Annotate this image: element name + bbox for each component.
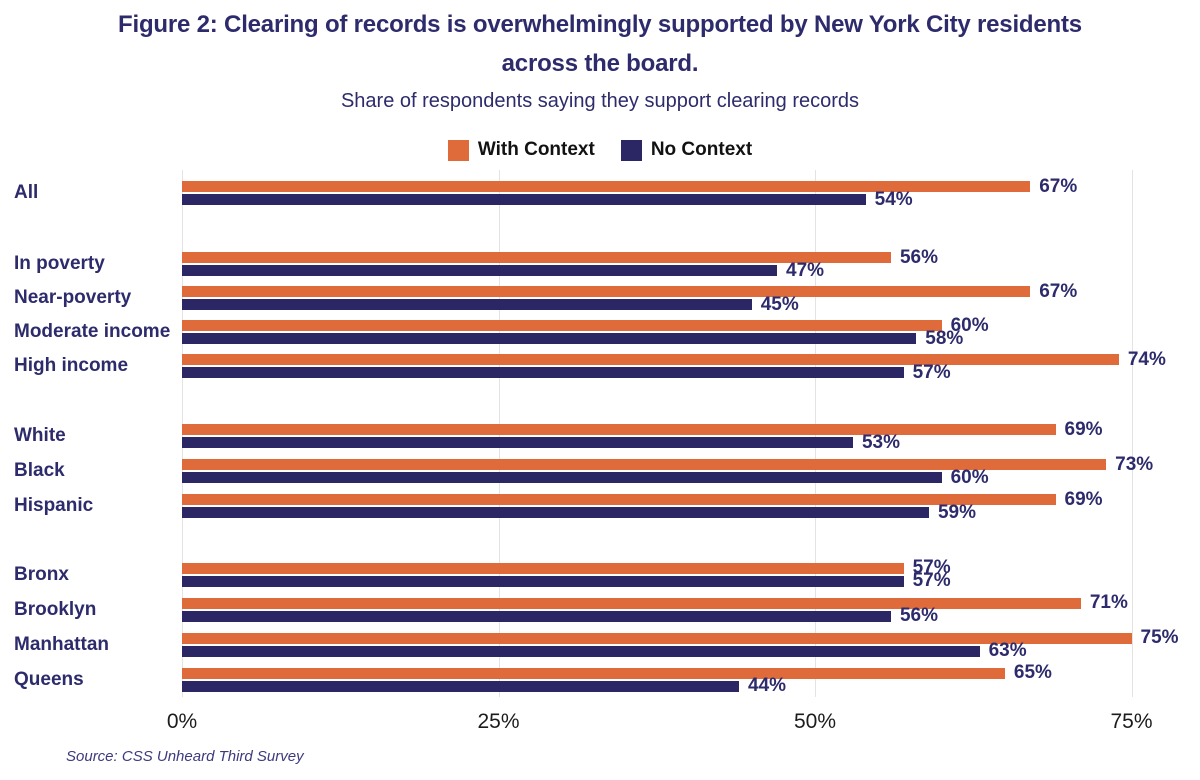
bar-no-context <box>182 437 853 448</box>
gridline <box>1131 170 1133 697</box>
value-label-no-context: 58% <box>925 327 964 349</box>
bar-no-context <box>182 680 740 692</box>
value-label-no-context: 63% <box>988 640 1027 661</box>
axis-tick-label: 50% <box>793 710 837 733</box>
chart-area: All 67% 54% In poverty 56% 47% Near-poverty 67%… <box>0 170 1200 697</box>
legend-item-no-context: No Context <box>620 139 753 161</box>
bar-no-context <box>182 299 752 310</box>
bar-with-context <box>182 252 891 263</box>
axis-tick-label: 25% <box>477 710 520 733</box>
legend-label-with-context: With Context <box>477 139 595 160</box>
value-label-no-context: 53% <box>861 431 900 453</box>
bar-no-context <box>182 265 778 276</box>
bar-with-context <box>182 320 942 331</box>
figure-title-line1: Figure 2: Clearing of records is overwhe… <box>118 11 1082 38</box>
legend-swatch-no-context-icon <box>620 139 642 161</box>
value-label-with-context: 71% <box>1089 592 1128 613</box>
category-label: Near-poverty <box>14 287 132 308</box>
category-label: Black <box>14 460 65 481</box>
bar-with-context <box>182 632 1132 644</box>
bar-with-context <box>182 354 1119 365</box>
value-label-no-context: 44% <box>748 675 787 696</box>
category-label: All <box>14 182 39 203</box>
value-label-with-context: 69% <box>1064 488 1103 510</box>
bar-with-context <box>182 562 904 574</box>
category-label: Moderate income <box>14 321 171 342</box>
value-label-with-context: 60% <box>950 314 989 336</box>
category-label: Bronx <box>14 563 69 585</box>
value-label-no-context: 59% <box>937 501 976 523</box>
category-label: Queens <box>14 668 84 690</box>
bar-no-context <box>182 575 904 587</box>
value-label-no-context: 56% <box>899 605 938 626</box>
figure-title-line2: across the board. <box>501 50 699 77</box>
category-label: Hispanic <box>14 495 94 516</box>
bar-with-context <box>182 181 1031 192</box>
bar-with-context <box>182 286 1031 297</box>
legend-swatch-with-context-icon <box>447 139 469 161</box>
category-label: Brooklyn <box>14 598 97 620</box>
value-label-with-context: 56% <box>899 246 938 268</box>
bar-no-context <box>182 472 942 483</box>
x-axis: 0% 25% 50% 75% <box>0 710 1200 738</box>
value-label-no-context: 57% <box>912 570 951 591</box>
category-label: High income <box>14 355 129 376</box>
bar-with-context <box>182 597 1081 609</box>
bar-with-context <box>182 459 1107 470</box>
value-label-no-context: 47% <box>786 259 825 281</box>
category-label: Manhattan <box>14 633 109 655</box>
bar-no-context <box>182 194 866 205</box>
bar-no-context <box>182 367 904 378</box>
legend-item-with-context: With Context <box>447 139 595 161</box>
value-label-with-context: 57% <box>912 557 951 578</box>
source-note: Source: CSS Unheard Third Survey <box>66 748 304 765</box>
axis-tick-label: 0% <box>166 710 198 733</box>
figure-title: Figure 2: Clearing of records is overwhe… <box>0 5 1200 83</box>
value-label-no-context: 60% <box>950 466 989 488</box>
value-label-with-context: 67% <box>1039 280 1078 302</box>
value-label-no-context: 57% <box>912 361 951 383</box>
value-label-with-context: 69% <box>1064 418 1103 440</box>
value-label-no-context: 45% <box>760 293 799 315</box>
bar-no-context <box>182 507 929 518</box>
value-label-with-context: 67% <box>1039 175 1078 197</box>
axis-tick-label: 75% <box>1110 710 1153 733</box>
category-label: White <box>14 425 66 446</box>
bar-with-context <box>182 494 1056 505</box>
category-label: In poverty <box>14 253 105 274</box>
bar-no-context <box>182 610 891 622</box>
legend: With Context No Context <box>0 139 1200 161</box>
bar-with-context <box>182 667 1005 679</box>
bar-no-context <box>182 333 917 344</box>
value-label-with-context: 74% <box>1127 348 1166 370</box>
value-label-with-context: 65% <box>1013 662 1052 683</box>
legend-label-no-context: No Context <box>650 139 753 160</box>
chart-subtitle: Share of respondents saying they support… <box>340 90 860 112</box>
value-label-with-context: 75% <box>1140 627 1179 648</box>
bar-with-context <box>182 424 1056 435</box>
value-label-no-context: 54% <box>874 188 913 210</box>
value-label-with-context: 73% <box>1115 453 1154 475</box>
bar-no-context <box>182 645 980 657</box>
